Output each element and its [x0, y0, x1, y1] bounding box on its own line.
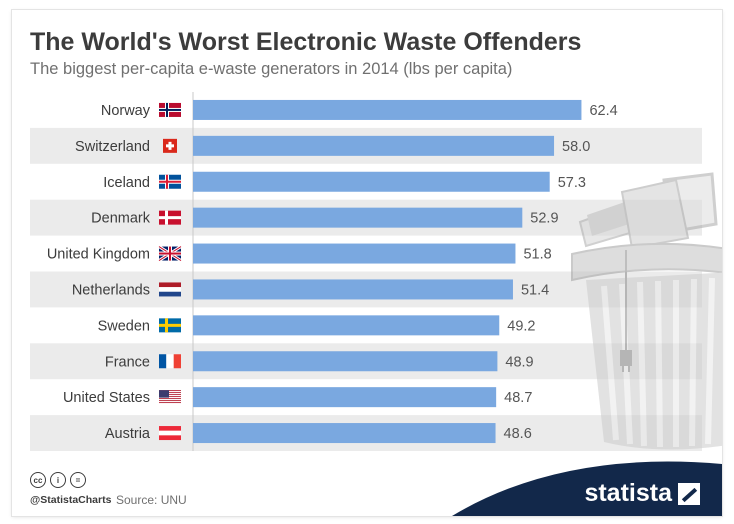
category-label: Austria: [105, 426, 151, 442]
bar-united-states: [193, 387, 497, 408]
value-label: 52.9: [530, 211, 558, 227]
bar-chart: Norway Switzerland Iceland Denmark United Ki…: [30, 92, 722, 516]
twitter-handle[interactable]: @StatistaCharts: [30, 494, 112, 506]
united-kingdom-flag-icon: [158, 245, 182, 262]
bar-denmark: [193, 207, 523, 228]
value-label: 48.6: [504, 426, 532, 442]
category-label: Sweden: [98, 318, 150, 334]
sweden-flag-icon: [159, 318, 181, 333]
bar-switzerland: [193, 135, 555, 156]
bar-iceland: [193, 171, 550, 192]
brand-name: statista: [584, 479, 672, 507]
bar-austria: [193, 423, 496, 444]
bar-france: [193, 351, 498, 372]
infographic-card: Norway Switzerland Iceland Denmark United Ki…: [12, 10, 722, 516]
value-label: 48.7: [504, 390, 532, 406]
denmark-flag-icon: [159, 210, 181, 225]
value-label: 51.4: [521, 282, 549, 298]
nd-icon: =: [70, 472, 86, 488]
chart-subtitle: The biggest per-capita e-waste generator…: [30, 60, 513, 78]
iceland-flag-icon: [159, 174, 181, 189]
category-label: Denmark: [91, 211, 151, 227]
austria-flag-icon: [159, 426, 181, 441]
value-label: 57.3: [558, 175, 586, 191]
bar-netherlands: [193, 279, 513, 300]
category-label: United States: [63, 390, 150, 406]
france-flag-icon: [159, 354, 181, 369]
netherlands-flag-icon: [159, 282, 181, 297]
source-note: Source: UNU: [116, 493, 187, 507]
trash-can-with-electronics-icon: [571, 172, 722, 450]
category-label: Iceland: [103, 175, 150, 191]
value-label: 48.9: [505, 354, 533, 370]
bar-united-kingdom: [193, 243, 516, 264]
value-label: 51.8: [523, 247, 551, 263]
category-label: Netherlands: [72, 282, 150, 298]
category-label: Switzerland: [75, 139, 150, 155]
united-states-flag-icon: [159, 390, 181, 405]
license-icons: cc i =: [30, 472, 86, 488]
brand-band: [452, 461, 722, 516]
bar-sweden: [193, 315, 500, 336]
statista-logo-icon: [678, 482, 700, 505]
chart-title: The World's Worst Electronic Waste Offen…: [30, 28, 582, 56]
cc-icon: cc: [30, 472, 46, 488]
switzerland-flag-icon: [163, 138, 177, 153]
category-label: France: [105, 354, 150, 370]
by-icon: i: [50, 472, 66, 488]
statista-logo[interactable]: statista: [584, 479, 700, 508]
value-label: 58.0: [562, 139, 590, 155]
value-label: 49.2: [507, 318, 535, 334]
category-label: Norway: [101, 103, 151, 119]
norway-flag-icon: [159, 102, 181, 117]
bar-norway: [193, 99, 582, 120]
category-label: United Kingdom: [47, 247, 150, 263]
value-label: 62.4: [589, 103, 617, 119]
